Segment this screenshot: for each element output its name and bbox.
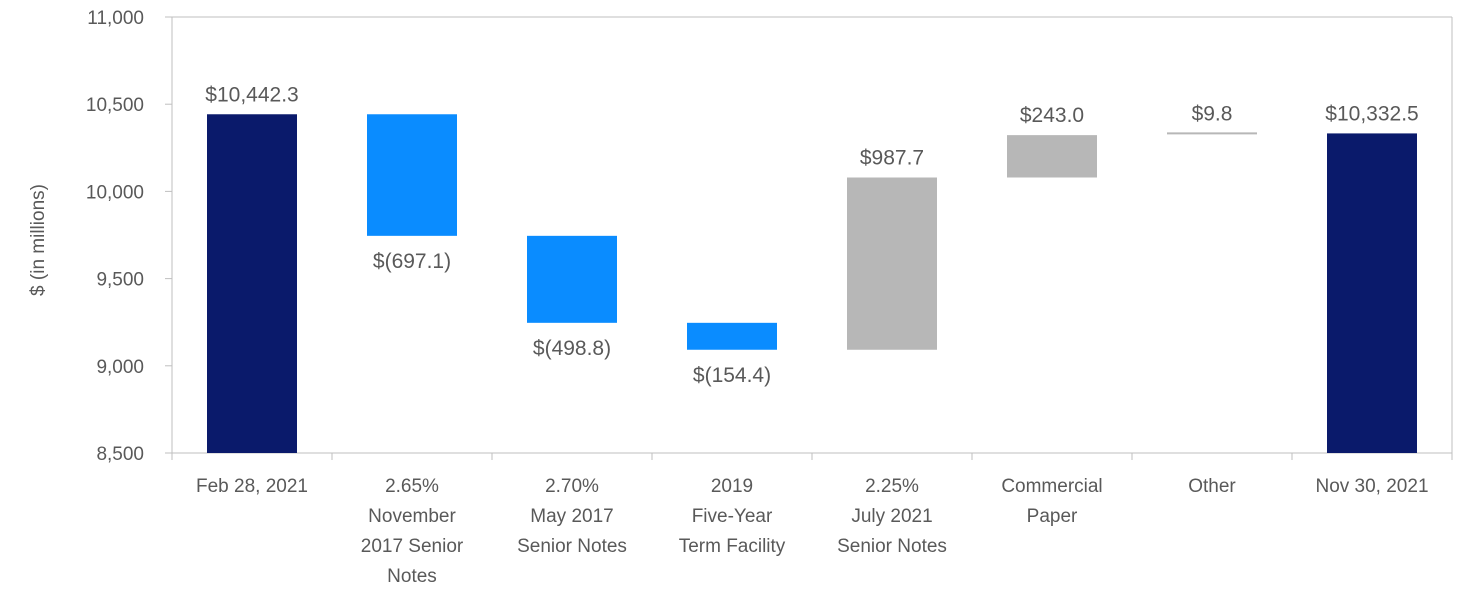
y-tick-label: 10,000 xyxy=(86,182,144,203)
data-label: $243.0 xyxy=(1020,104,1084,127)
data-labels: $10,442.3 $(697.1) $(498.8) $(154.4) $987.7 $… xyxy=(205,83,1418,386)
axes: 8,500 9,000 9,500 10,000 10,500 11,000 xyxy=(86,8,1453,465)
bar-increase xyxy=(1007,135,1097,178)
bar-decrease xyxy=(527,235,617,323)
data-label: $(154.4) xyxy=(693,364,771,387)
category-labels: Feb 28, 2021 2.65% November 2017 Senior Note… xyxy=(196,476,1429,587)
y-axis-title: $ (in millions) xyxy=(28,184,49,296)
bar-total xyxy=(1327,133,1417,454)
data-label: $987.7 xyxy=(860,147,924,170)
data-label: $(697.1) xyxy=(373,250,451,273)
category-label: 2.70% May 2017 Senior Notes xyxy=(517,476,627,557)
data-label: $9.8 xyxy=(1192,102,1233,125)
data-label: $(498.8) xyxy=(533,337,611,360)
category-label: Other xyxy=(1188,476,1236,497)
bars xyxy=(207,114,1417,454)
category-label: 2.25% July 2021 Senior Notes xyxy=(837,476,947,557)
y-tick-label: 9,500 xyxy=(96,270,144,291)
category-label: Nov 30, 2021 xyxy=(1315,476,1428,497)
y-tick-label: 10,500 xyxy=(86,95,144,116)
bar-decrease xyxy=(687,322,777,350)
category-label: 2.65% November 2017 Senior Notes xyxy=(361,476,464,587)
y-tick-label: 11,000 xyxy=(87,8,144,29)
data-label: $10,442.3 xyxy=(205,83,298,106)
bar-decrease xyxy=(367,114,457,236)
y-tick-label: 8,500 xyxy=(96,444,144,465)
category-label: 2019 Five-Year Term Facility xyxy=(679,476,786,557)
category-label: Feb 28, 2021 xyxy=(196,476,308,497)
bar-increase xyxy=(847,177,937,350)
bar-total xyxy=(207,114,297,453)
category-label: Commercial Paper xyxy=(1001,476,1102,527)
y-tick-label: 9,000 xyxy=(96,357,144,378)
data-label: $10,332.5 xyxy=(1325,102,1418,125)
